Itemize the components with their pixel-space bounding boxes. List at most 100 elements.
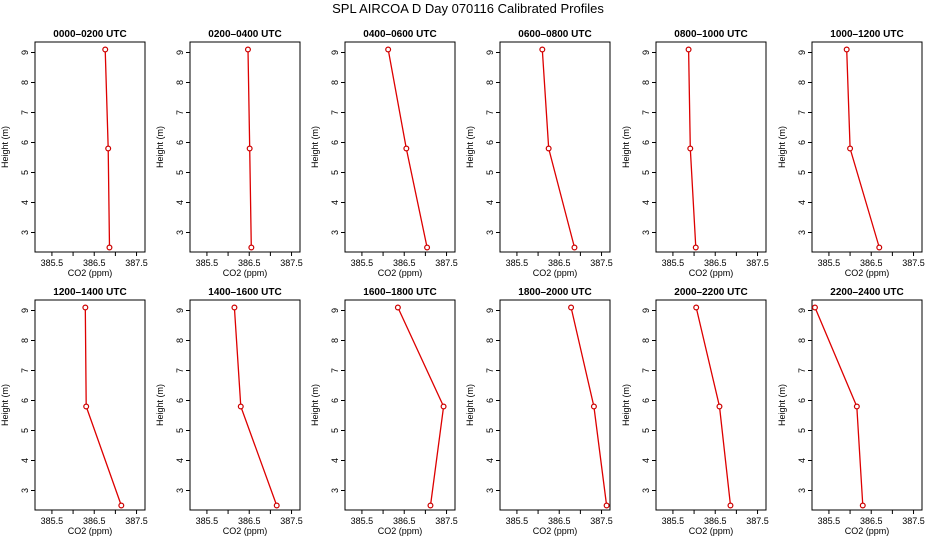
panel-9: 1600–1800 UTC 3 4 5 6 7 8 9 385.5 386.5 387.5 CO2 (… — [310, 287, 458, 536]
x-tick-label: 386.5 — [860, 516, 883, 526]
x-axis-label: CO2 (ppm) — [68, 268, 113, 278]
y-tick-label: 7 — [641, 110, 651, 115]
y-tick-label: 7 — [330, 368, 340, 373]
x-axis-label: CO2 (ppm) — [533, 526, 578, 536]
x-axis-label: CO2 (ppm) — [68, 526, 113, 536]
panel-3: 0400–0600 UTC 3 4 5 6 7 8 9 385.5 386.5 387.5 CO2 (… — [310, 29, 458, 278]
y-tick-label: 4 — [485, 458, 495, 463]
plot-frame — [34, 41, 146, 253]
y-axis-label: Height (m) — [465, 384, 475, 426]
y-tick-label: 8 — [641, 338, 651, 343]
y-tick-label: 3 — [485, 488, 495, 493]
y-axis-label: Height (m) — [777, 384, 787, 426]
y-tick-label: 5 — [485, 170, 495, 175]
x-tick-label: 387.5 — [280, 516, 303, 526]
x-tick-label: 386.5 — [704, 516, 727, 526]
x-tick-label: 385.5 — [818, 516, 841, 526]
x-axis-label: CO2 (ppm) — [845, 268, 890, 278]
y-tick-label: 8 — [485, 80, 495, 85]
y-tick-label: 7 — [797, 368, 807, 373]
x-tick-label: 386.5 — [83, 516, 106, 526]
y-tick-label: 4 — [20, 200, 30, 205]
y-tick-label: 6 — [641, 140, 651, 145]
data-point — [693, 304, 700, 311]
y-tick-label: 4 — [485, 200, 495, 205]
y-tick-label: 5 — [485, 428, 495, 433]
panel-4: 0600–0800 UTC 3 4 5 6 7 8 9 385.5 386.5 387.5 CO2 (… — [465, 29, 613, 278]
data-point — [246, 145, 253, 152]
data-point — [105, 145, 112, 152]
y-tick-label: 4 — [175, 200, 185, 205]
x-tick-label: 385.5 — [818, 258, 841, 268]
y-axis-label: Height (m) — [465, 126, 475, 168]
y-tick-label: 7 — [330, 110, 340, 115]
y-tick-label: 5 — [641, 170, 651, 175]
y-tick-label: 7 — [485, 110, 495, 115]
y-tick-label: 8 — [797, 338, 807, 343]
data-point — [687, 145, 694, 152]
y-tick-label: 9 — [20, 50, 30, 55]
y-tick-label: 4 — [797, 200, 807, 205]
y-tick-label: 4 — [330, 458, 340, 463]
profile-line — [695, 307, 732, 506]
y-tick-label: 8 — [797, 80, 807, 85]
data-point — [102, 46, 109, 53]
x-tick-label: 386.5 — [548, 516, 571, 526]
x-tick-label: 387.5 — [435, 258, 458, 268]
y-tick-label: 9 — [797, 50, 807, 55]
y-tick-label: 8 — [485, 338, 495, 343]
x-tick-label: 387.5 — [746, 258, 769, 268]
y-tick-label: 7 — [797, 110, 807, 115]
panel-6: 1000–1200 UTC 3 4 5 6 7 8 9 385.5 386.5 387.5 CO2 (… — [777, 29, 925, 278]
y-tick-label: 3 — [485, 230, 495, 235]
data-point — [539, 46, 546, 53]
y-tick-label: 7 — [641, 368, 651, 373]
x-tick-label: 386.5 — [860, 258, 883, 268]
x-tick-label: 386.5 — [704, 258, 727, 268]
data-point — [716, 403, 723, 410]
y-tick-label: 7 — [175, 368, 185, 373]
y-tick-label: 5 — [330, 170, 340, 175]
data-point — [685, 46, 692, 53]
panel-12: 2200–2400 UTC 3 4 5 6 7 8 9 385.5 386.5 387.5 CO2 (… — [777, 287, 925, 536]
x-axis-label: CO2 (ppm) — [689, 526, 734, 536]
figure-title: SPL AIRCOA D Day 070116 Calibrated Profi… — [332, 1, 604, 16]
panel-2: 0200–0400 UTC 3 4 5 6 7 8 9 385.5 386.5 387.5 CO2 (… — [155, 29, 303, 278]
y-tick-label: 9 — [330, 308, 340, 313]
panel-title: 0400–0600 UTC — [363, 29, 436, 40]
data-point — [424, 244, 431, 251]
y-tick-label: 7 — [20, 110, 30, 115]
panel-7: 1200–1400 UTC 3 4 5 6 7 8 9 385.5 386.5 387.5 CO2 (… — [0, 287, 148, 536]
x-tick-label: 385.5 — [196, 258, 219, 268]
y-tick-label: 3 — [175, 230, 185, 235]
profile-line — [84, 307, 122, 506]
plot-frame — [655, 41, 767, 253]
y-tick-label: 9 — [485, 308, 495, 313]
y-axis-label: Height (m) — [0, 126, 10, 168]
y-tick-label: 9 — [485, 50, 495, 55]
plot-frame — [655, 299, 767, 511]
plot-frame — [499, 299, 611, 511]
y-tick-label: 6 — [797, 398, 807, 403]
y-tick-label: 9 — [175, 308, 185, 313]
panel-title: 1200–1400 UTC — [53, 287, 126, 298]
x-tick-label: 387.5 — [125, 516, 148, 526]
y-tick-label: 4 — [330, 200, 340, 205]
data-point — [248, 244, 255, 251]
y-tick-label: 3 — [330, 488, 340, 493]
data-point — [590, 403, 597, 410]
panel-grid: 0000–0200 UTC 3 4 5 6 7 8 9 385.5 386.5 387.5 CO2 (… — [0, 29, 925, 536]
y-tick-label: 6 — [20, 140, 30, 145]
plot-frame — [344, 299, 456, 511]
data-point — [244, 46, 251, 53]
x-tick-label: 387.5 — [902, 516, 925, 526]
y-tick-label: 8 — [175, 338, 185, 343]
x-axis-label: CO2 (ppm) — [845, 526, 890, 536]
y-tick-label: 6 — [485, 398, 495, 403]
y-tick-label: 5 — [330, 428, 340, 433]
data-point — [853, 403, 860, 410]
y-tick-label: 5 — [797, 428, 807, 433]
y-tick-label: 3 — [641, 230, 651, 235]
data-point — [394, 304, 401, 311]
y-axis-label: Height (m) — [310, 126, 320, 168]
